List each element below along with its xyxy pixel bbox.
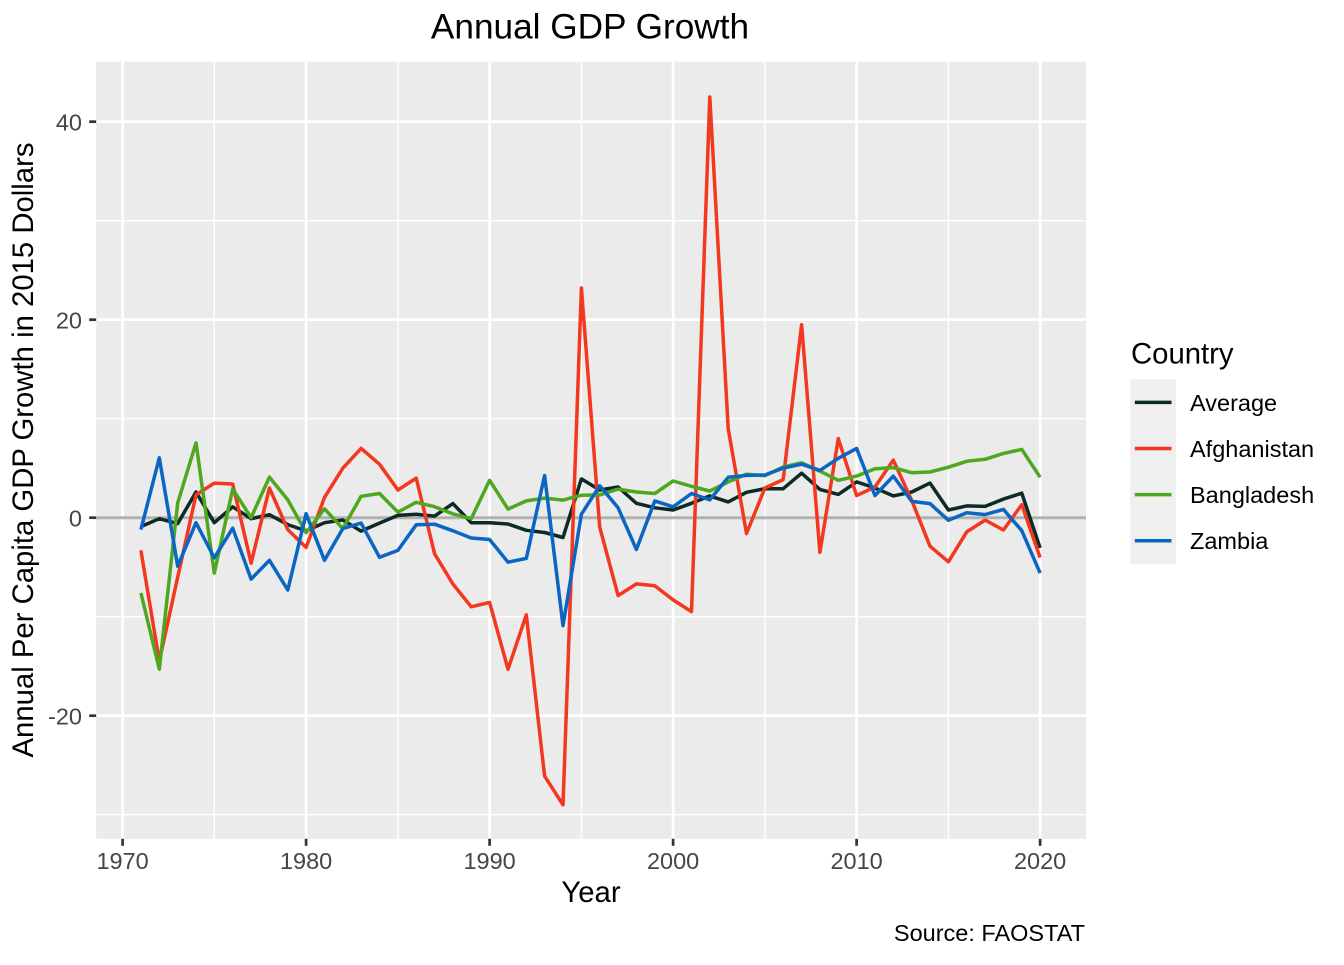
svg-text:0: 0	[69, 506, 82, 532]
svg-text:Annual Per Capita GDP Growth i: Annual Per Capita GDP Growth in 2015 Dol…	[7, 142, 40, 757]
svg-text:Afghanistan: Afghanistan	[1190, 436, 1314, 462]
svg-text:2020: 2020	[1014, 848, 1066, 874]
svg-text:Zambia: Zambia	[1190, 528, 1269, 554]
svg-text:20: 20	[56, 308, 82, 334]
svg-text:40: 40	[56, 110, 82, 136]
svg-text:2010: 2010	[830, 848, 882, 874]
svg-text:2000: 2000	[647, 848, 699, 874]
svg-text:Source: FAOSTAT: Source: FAOSTAT	[894, 920, 1085, 946]
svg-text:1970: 1970	[96, 848, 148, 874]
svg-text:1980: 1980	[280, 848, 332, 874]
svg-text:Country: Country	[1131, 337, 1234, 370]
svg-text:1990: 1990	[463, 848, 515, 874]
svg-text:Annual GDP Growth: Annual GDP Growth	[431, 7, 749, 46]
svg-text:Average: Average	[1190, 390, 1277, 416]
svg-text:Year: Year	[561, 876, 620, 909]
svg-text:-20: -20	[48, 704, 82, 730]
svg-text:Bangladesh: Bangladesh	[1190, 482, 1314, 508]
